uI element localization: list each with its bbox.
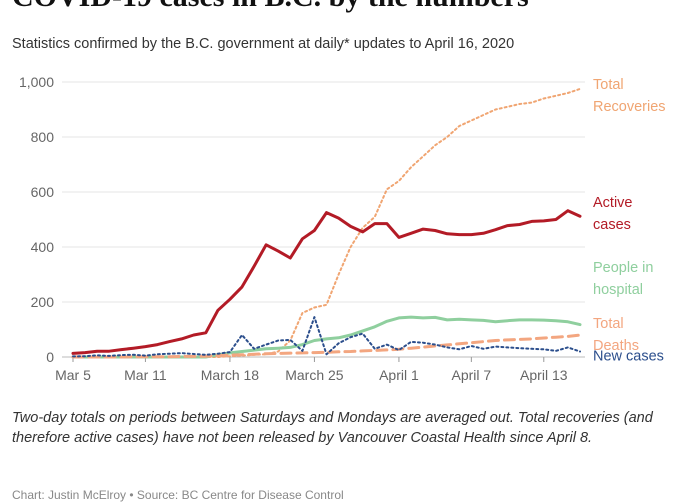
y-tick-label: 600 [31,184,55,200]
series-line-new-cases [72,316,581,358]
x-tick-label: March 18 [201,367,260,383]
x-tick-label: April 1 [379,367,419,383]
y-tick-label: 800 [31,129,55,145]
x-tick-label: April 13 [520,367,568,383]
line-chart: 0 200 400 600 800 1,000 Mar 5 Mar 11 March 18 Mar… [19,74,666,383]
y-tick-label: 1,000 [19,74,54,90]
series-line-total-deaths [71,333,582,359]
series-line-total-recoveries [72,87,581,358]
chart-title: COVID-19 cases in B.C. by the numbers [12,0,529,14]
series-line-people-in-hospital [71,315,582,359]
series-label-people-in-hospital: People in hospital [593,260,653,298]
series-label-total-recoveries: Total Recoveries [593,77,666,115]
series-line-active-cases [71,209,582,355]
x-tick-label: Mar 11 [124,367,167,383]
x-tick-label: April 7 [452,367,492,383]
series-label-total-deaths: Total Deaths [593,316,639,354]
y-tick-label: 0 [46,349,54,365]
x-tick-label: March 25 [285,367,344,383]
chart-footnote: Two-day totals on periods between Saturd… [12,410,653,446]
chart-subtitle: Statistics confirmed by the B.C. governm… [12,36,515,52]
chart-credit: Chart: Justin McElroy • Source: BC Centr… [12,488,344,502]
series-label-new-cases: New cases [593,348,664,364]
x-tick-label: Mar 5 [55,367,91,383]
series-label-active-cases: Active cases [593,195,633,233]
y-tick-label: 200 [31,294,55,310]
y-tick-label: 400 [31,239,55,255]
